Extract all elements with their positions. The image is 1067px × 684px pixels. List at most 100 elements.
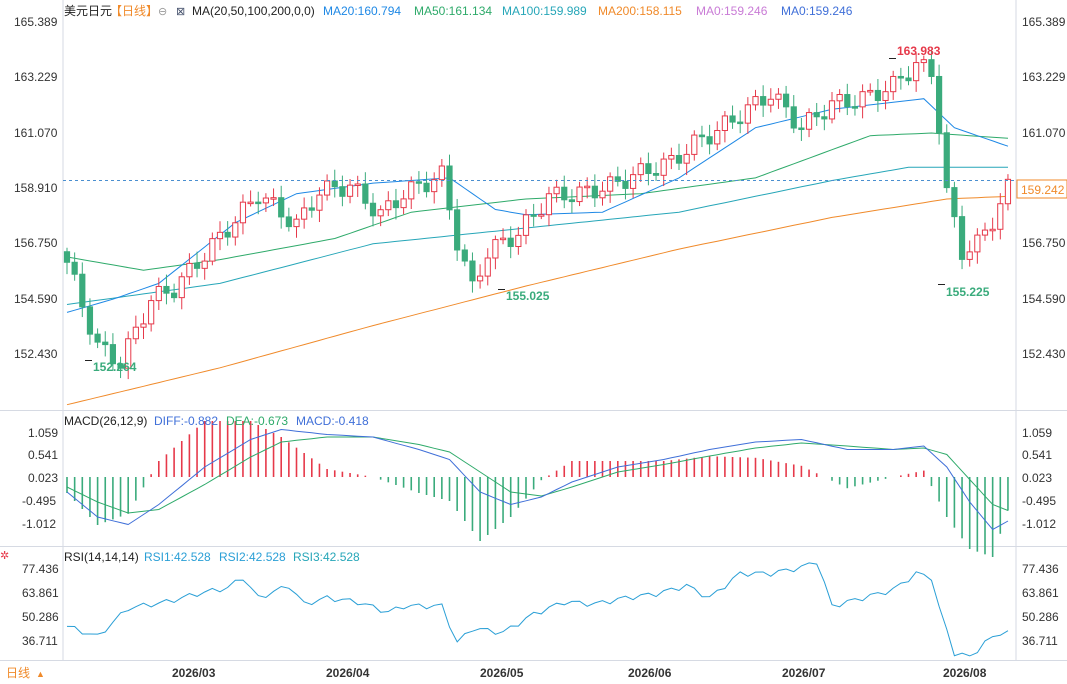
current-price-badge [1016,179,1067,199]
dif-line [66,428,1009,531]
candle-body [346,184,354,197]
macd-tick-left: 1.059 [28,426,58,440]
candle-body [293,218,300,228]
candle-body [614,176,621,182]
macd-diff: DIFF:-0.882 [154,414,218,428]
candle-body [232,222,239,238]
candle-body [163,285,170,294]
ma-settings-icon[interactable]: ⊠ [176,6,185,18]
collapse-icon[interactable]: ⊖ [158,6,167,18]
low-label-3: 155.225 [946,285,990,299]
rsi-line [66,562,1009,657]
ma100-line [66,166,1008,305]
candle-body [71,261,78,275]
candle-body [652,173,660,176]
candle-body [775,93,782,100]
candle-body [836,94,843,102]
candle-body [928,59,935,77]
rsi-tick-left: 36.711 [22,634,58,648]
candle-body [607,176,614,192]
rsi-label: RSI(14,14,14) [64,550,139,564]
candle-body [178,276,185,299]
macd-tick-right: 0.023 [1022,471,1052,485]
dea-line [66,436,1009,514]
candle-body [599,190,606,199]
rsi-tick-left: 63.861 [22,586,59,600]
candle-body [760,96,767,106]
candle-body [117,363,124,369]
candle-body [362,183,369,204]
candle-body [492,239,499,259]
macd-panel [66,421,1009,557]
candle-body [148,300,155,325]
candle-body [813,112,820,118]
candle-body [270,197,277,200]
macd-tick-left: -1.012 [22,517,56,531]
price-tick-left: 163.229 [14,70,58,84]
candle-body [109,344,117,365]
candle-body [515,234,522,248]
price-tick-left: 156.750 [14,236,58,250]
candle-body [936,75,943,134]
candle-body [974,234,981,253]
candle-body [140,323,147,328]
candle-body [752,96,759,106]
candle-body [828,100,836,120]
candle-body [431,179,438,193]
candle-body [561,186,568,201]
x-tick: 2026/08 [943,666,987,680]
rsi-panel [66,562,1009,657]
candle-body [415,181,422,184]
candle-body [591,185,598,199]
ma0-value-a: MA0:159.246 [696,4,768,18]
candle-body [981,229,989,236]
candle-body [721,115,728,132]
x-tick: 2026/03 [172,666,216,680]
candle-body [821,116,828,120]
candle-body [193,262,201,269]
candle-body [530,214,537,217]
candle-body [645,163,652,175]
candle-body [408,181,415,200]
low-label-2: 155.025 [506,289,550,303]
rsi2-value: RSI2:42.528 [219,550,286,564]
candle-body [79,273,86,308]
candle-body [331,180,338,188]
candle-body [392,200,400,209]
candle-body [1004,178,1012,205]
ma-label: MA(20,50,100,200,0,0) [192,4,315,18]
moving-averages [66,98,1009,406]
price-tick-right: 154.590 [1022,292,1066,306]
candle-body [301,207,308,220]
price-tick-left: 154.590 [14,292,58,306]
candle-body [874,89,881,101]
x-tick: 2026/07 [782,666,826,680]
price-tick-left: 165.389 [14,15,58,29]
price-tick-right: 163.229 [1022,70,1066,84]
candle-body [691,134,698,155]
current-price-label: 159.242 [1021,183,1065,197]
rsi-tick-left: 77.436 [22,562,59,576]
candle-body [94,333,101,343]
candle-body [316,194,323,211]
candle-body [966,251,973,260]
price-tick-left: 158.910 [14,181,58,195]
candle-body [584,185,591,189]
candle-body [951,187,958,218]
candle-body [102,341,109,346]
macd-tick-left: -0.495 [22,494,56,508]
period-tag[interactable]: 【日线】 [110,4,158,18]
candle-body [209,238,216,262]
candle-body [622,180,629,189]
period-dropdown-icon[interactable]: ▲ [36,669,45,679]
period-selector[interactable]: 日线 [6,666,30,680]
candle-body [805,112,813,130]
rsi-settings-icon[interactable]: ✲ [0,550,9,562]
candle-body [637,163,644,176]
ma200-value: MA200:158.115 [598,4,682,18]
rsi-tick-right: 63.861 [1022,586,1059,600]
candle-body [744,104,751,124]
rsi-tick-right: 36.711 [1022,634,1058,648]
macd-tick-left: 0.023 [28,471,58,485]
